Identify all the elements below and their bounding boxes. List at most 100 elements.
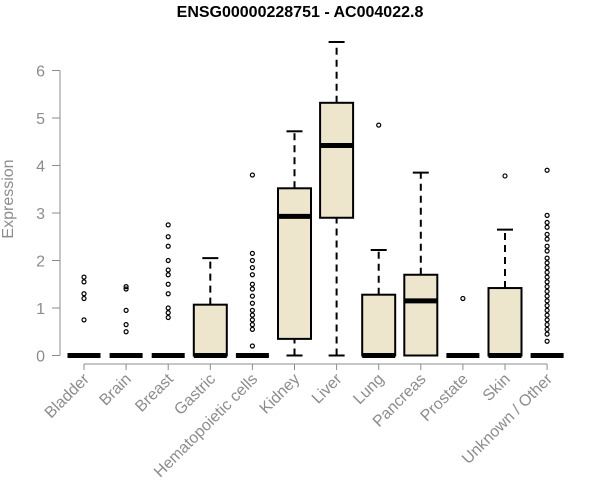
x-tick-label: Lung: [350, 371, 387, 408]
outlier-point: [81, 291, 87, 297]
y-tick-label: 3: [36, 206, 45, 223]
outlier-point: [165, 281, 171, 287]
box-pancreas: [403, 171, 439, 357]
outlier-point: [544, 326, 550, 332]
outlier-point: [544, 248, 550, 254]
outlier-point: [123, 286, 129, 292]
outlier-point: [165, 267, 171, 273]
box-iqr: [361, 293, 397, 357]
outlier-point: [165, 272, 171, 278]
outlier-point: [249, 293, 255, 299]
y-tick-label: 2: [36, 254, 45, 271]
x-tick-label: Skin: [480, 371, 514, 405]
outlier-point: [544, 331, 550, 337]
box-iqr: [403, 273, 439, 357]
outlier-point: [544, 265, 550, 271]
outlier-point: [249, 312, 255, 318]
outlier-point: [544, 231, 550, 237]
box-brain: [109, 284, 143, 358]
outlier-point: [544, 269, 550, 275]
outlier-point: [544, 322, 550, 328]
outlier-point: [460, 295, 466, 302]
x-tick-label: Prostate: [418, 371, 472, 425]
outlier-point: [544, 293, 550, 299]
outlier-point: [81, 295, 87, 302]
y-axis: 0 1 2 3 4 5 6: [36, 64, 61, 366]
outlier-point: [544, 284, 550, 290]
boxes-group: [67, 41, 564, 358]
x-tick-label: Brain: [96, 371, 134, 409]
outlier-point: [249, 265, 255, 271]
box-iqr: [319, 101, 355, 219]
box-kidney: [277, 130, 312, 357]
box-hematopoietic-cells: [235, 172, 269, 358]
box-iqr: [487, 287, 523, 357]
outlier-point: [165, 291, 171, 297]
outlier-point: [376, 122, 382, 128]
outlier-point: [249, 250, 255, 256]
box-skin: [487, 173, 523, 358]
outlier-point: [249, 286, 255, 292]
outlier-point: [249, 281, 255, 287]
outlier-point: [81, 274, 87, 280]
outlier-point: [249, 300, 255, 306]
box-breast: [151, 222, 185, 358]
outlier-point: [165, 305, 171, 311]
outlier-point: [544, 236, 550, 242]
box-iqr: [192, 303, 228, 357]
outlier-point: [81, 317, 87, 323]
outlier-point: [123, 322, 129, 328]
outlier-point: [249, 172, 255, 178]
chart-title: ENSG00000228751 - AC004022.8: [176, 4, 424, 21]
outlier-point: [249, 326, 255, 332]
outlier-point: [502, 173, 508, 179]
box-iqr: [277, 187, 312, 340]
outlier-point: [123, 329, 129, 335]
outlier-point: [544, 255, 550, 261]
box-gastric: [192, 257, 228, 358]
outlier-point: [544, 303, 550, 309]
outlier-point: [544, 298, 550, 304]
outlier-point: [544, 317, 550, 323]
box-lung: [361, 122, 397, 358]
outlier-point: [249, 317, 255, 323]
outlier-point: [249, 343, 255, 349]
y-tick-label: 1: [36, 301, 45, 318]
y-tick-label: 0: [36, 349, 45, 366]
box-prostate: [446, 295, 480, 358]
outlier-point: [123, 307, 129, 313]
outlier-point: [544, 224, 550, 230]
outlier-point: [165, 257, 171, 264]
outlier-point: [249, 257, 255, 264]
outlier-point: [544, 288, 550, 294]
box-liver: [319, 41, 355, 357]
outlier-point: [544, 338, 550, 344]
outlier-point: [165, 234, 171, 240]
outlier-point: [249, 307, 255, 313]
y-tick-label: 4: [36, 159, 45, 176]
outlier-point: [544, 260, 550, 266]
outlier-point: [165, 243, 171, 249]
outlier-point: [544, 312, 550, 318]
outlier-point: [165, 310, 171, 316]
box-bladder: [67, 274, 101, 358]
outlier-point: [123, 284, 129, 290]
x-tick-label: Kidney: [257, 371, 304, 418]
y-tick-label: 6: [36, 64, 45, 81]
outlier-point: [544, 274, 550, 280]
x-tick-label: Bladder: [42, 370, 93, 421]
outlier-point: [249, 322, 255, 328]
outlier-point: [544, 279, 550, 285]
outlier-point: [544, 167, 550, 173]
outlier-point: [165, 314, 171, 321]
outlier-point: [544, 219, 550, 226]
outlier-point: [81, 279, 87, 285]
box-unknown-other: [530, 167, 564, 358]
outlier-point: [544, 212, 550, 218]
outlier-point: [249, 272, 255, 278]
outlier-point: [165, 222, 171, 228]
y-axis-title: Expression: [0, 159, 17, 238]
outlier-point: [544, 307, 550, 313]
